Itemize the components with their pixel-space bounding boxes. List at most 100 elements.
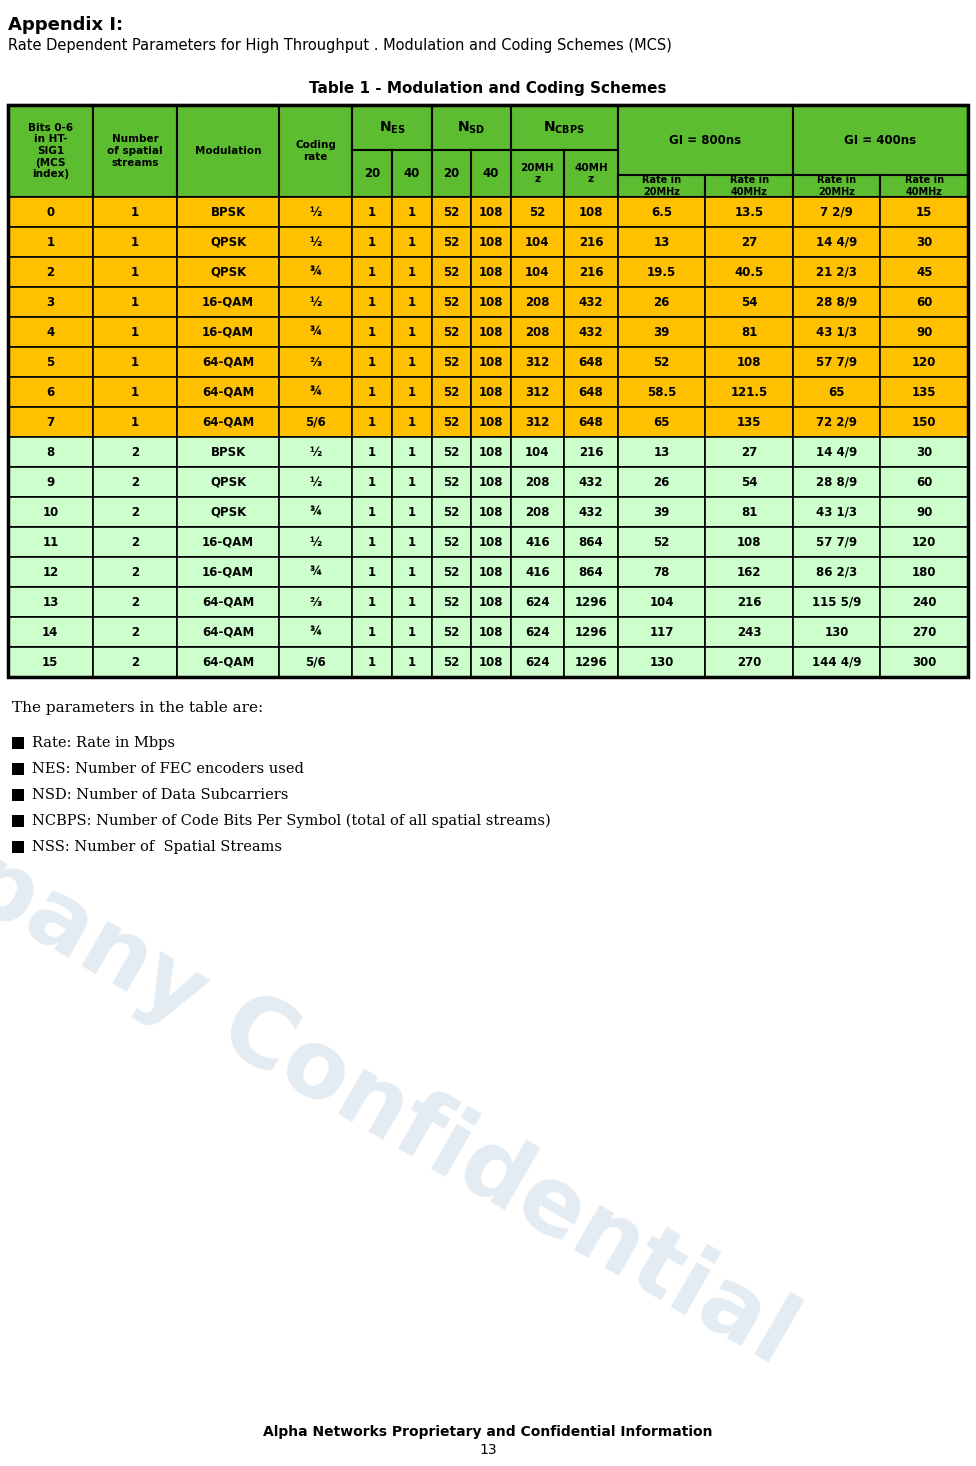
Text: 52: 52: [654, 535, 670, 548]
Text: ½: ½: [309, 535, 322, 548]
Text: ⅔: ⅔: [309, 355, 322, 368]
Text: 2: 2: [131, 535, 140, 548]
Bar: [880, 647, 968, 677]
Bar: [8, 347, 93, 377]
Bar: [618, 497, 706, 526]
Bar: [564, 317, 618, 347]
Bar: [471, 468, 510, 497]
Text: 52: 52: [443, 386, 460, 399]
Bar: [793, 617, 880, 647]
Text: 1: 1: [131, 236, 140, 249]
Text: 1: 1: [131, 205, 140, 218]
Text: 104: 104: [649, 595, 673, 608]
Bar: [12, 737, 24, 749]
Bar: [564, 557, 618, 586]
Bar: [178, 317, 279, 347]
Bar: [178, 497, 279, 526]
Bar: [880, 347, 968, 377]
Text: 300: 300: [912, 655, 936, 668]
Bar: [392, 647, 431, 677]
Bar: [431, 347, 471, 377]
Bar: [793, 586, 880, 617]
Text: 9: 9: [46, 475, 55, 488]
Bar: [706, 377, 793, 408]
Bar: [706, 468, 793, 497]
Text: 2: 2: [131, 506, 140, 519]
Bar: [564, 287, 618, 317]
Bar: [279, 196, 352, 227]
Text: 52: 52: [443, 506, 460, 519]
Text: 312: 312: [525, 415, 549, 428]
Text: 20: 20: [443, 167, 460, 180]
Bar: [279, 287, 352, 317]
Text: 7 2/9: 7 2/9: [820, 205, 853, 218]
Text: 1: 1: [368, 626, 377, 639]
Bar: [564, 408, 618, 437]
Bar: [178, 227, 279, 257]
Bar: [471, 526, 510, 557]
Text: 624: 624: [525, 595, 549, 608]
Bar: [880, 227, 968, 257]
Text: 64-QAM: 64-QAM: [202, 415, 255, 428]
Bar: [178, 257, 279, 287]
Text: 52: 52: [443, 566, 460, 579]
Text: 108: 108: [478, 535, 503, 548]
Text: 135: 135: [912, 386, 937, 399]
Text: 144 4/9: 144 4/9: [812, 655, 862, 668]
Bar: [178, 468, 279, 497]
Text: 432: 432: [579, 506, 603, 519]
Bar: [279, 377, 352, 408]
Text: 1: 1: [368, 446, 377, 459]
Bar: [279, 106, 352, 196]
Bar: [93, 497, 178, 526]
Bar: [880, 174, 968, 196]
Text: 115 5/9: 115 5/9: [812, 595, 862, 608]
Text: 52: 52: [443, 626, 460, 639]
Bar: [880, 408, 968, 437]
Text: 58.5: 58.5: [647, 386, 676, 399]
Bar: [392, 317, 431, 347]
Bar: [793, 347, 880, 377]
Text: BPSK: BPSK: [211, 205, 246, 218]
Text: 13: 13: [479, 1443, 497, 1457]
Bar: [880, 468, 968, 497]
Text: 64-QAM: 64-QAM: [202, 355, 255, 368]
Bar: [618, 174, 706, 196]
Bar: [352, 196, 392, 227]
Bar: [510, 347, 564, 377]
Text: The parameters in the table are:: The parameters in the table are:: [12, 701, 264, 715]
Text: 28 8/9: 28 8/9: [816, 475, 857, 488]
Text: ¾: ¾: [309, 325, 322, 339]
Bar: [471, 347, 510, 377]
Text: 26: 26: [654, 475, 670, 488]
Bar: [880, 617, 968, 647]
Text: 108: 108: [478, 296, 503, 308]
Bar: [392, 437, 431, 468]
Text: 40: 40: [404, 167, 420, 180]
Text: 624: 624: [525, 655, 549, 668]
Text: 64-QAM: 64-QAM: [202, 595, 255, 608]
Text: 104: 104: [525, 236, 549, 249]
Text: 1: 1: [408, 506, 416, 519]
Bar: [8, 437, 93, 468]
Bar: [93, 526, 178, 557]
Text: 216: 216: [579, 446, 603, 459]
Text: 1: 1: [368, 296, 377, 308]
Bar: [618, 526, 706, 557]
Bar: [706, 497, 793, 526]
Bar: [431, 647, 471, 677]
Bar: [93, 468, 178, 497]
Text: N$_\mathregular{SD}$: N$_\mathregular{SD}$: [457, 119, 485, 136]
Bar: [471, 257, 510, 287]
Bar: [793, 408, 880, 437]
Text: 0: 0: [46, 205, 55, 218]
Text: ½: ½: [309, 475, 322, 488]
Text: 60: 60: [916, 296, 932, 308]
Bar: [706, 408, 793, 437]
Text: 52: 52: [443, 236, 460, 249]
Text: QPSK: QPSK: [210, 506, 246, 519]
Text: 52: 52: [443, 355, 460, 368]
Text: 2: 2: [131, 595, 140, 608]
Text: 3: 3: [46, 296, 55, 308]
Text: 1: 1: [368, 566, 377, 579]
